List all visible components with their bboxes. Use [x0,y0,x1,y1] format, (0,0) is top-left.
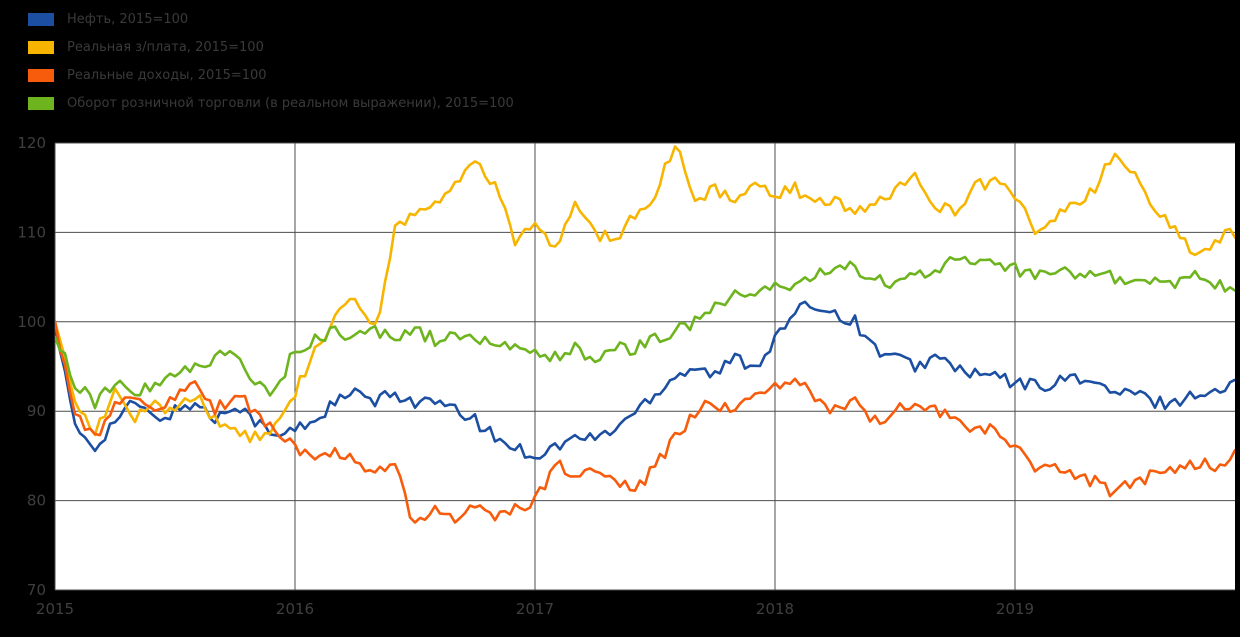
legend-label-oil: Нефть, 2015=100 [67,11,189,27]
svg-text:70: 70 [27,581,46,599]
svg-text:120: 120 [17,134,46,152]
svg-text:2016: 2016 [276,600,314,618]
svg-text:80: 80 [27,492,46,510]
svg-text:100: 100 [17,313,46,331]
svg-text:90: 90 [27,402,46,420]
legend-item-real-wages: Реальная з/плата, 2015=100 [28,33,514,61]
legend-swatch-blue [28,12,54,26]
svg-text:2015: 2015 [36,600,74,618]
chart-legend: Нефть, 2015=100 Реальная з/плата, 2015=1… [28,5,514,117]
svg-text:2017: 2017 [516,600,554,618]
svg-text:110: 110 [17,223,46,241]
legend-label-retail-turnover: Оборот розничной торговли (в реальном вы… [67,95,514,111]
legend-item-oil: Нефть, 2015=100 [28,5,514,33]
svg-text:2019: 2019 [996,600,1034,618]
svg-text:2018: 2018 [756,600,794,618]
legend-swatch-green [28,96,54,110]
legend-swatch-yellow [28,40,54,54]
legend-label-real-wages: Реальная з/плата, 2015=100 [67,39,264,55]
legend-item-retail-turnover: Оборот розничной торговли (в реальном вы… [28,89,514,117]
legend-item-real-incomes: Реальные доходы, 2015=100 [28,61,514,89]
legend-swatch-orange [28,68,54,82]
legend-label-real-incomes: Реальные доходы, 2015=100 [67,67,267,83]
